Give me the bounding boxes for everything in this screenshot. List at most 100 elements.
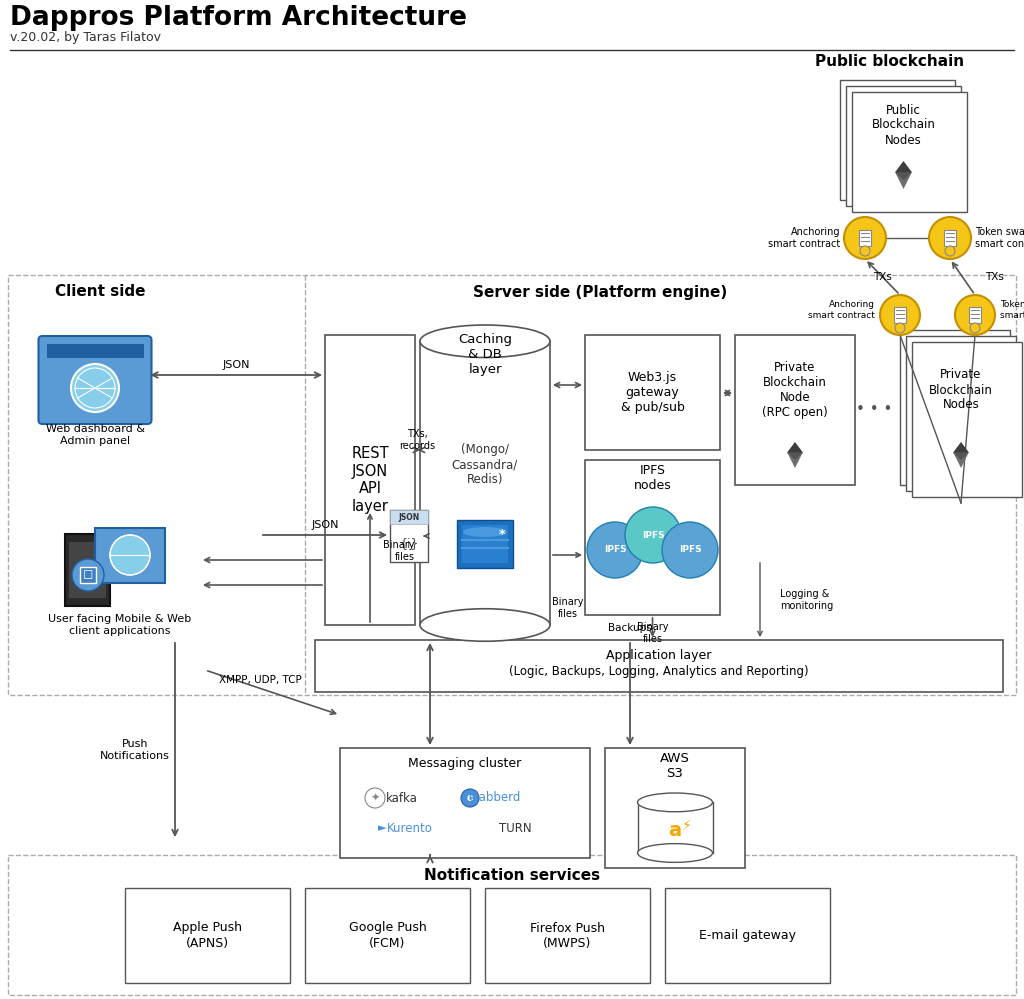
Text: Web3.js
gateway
& pub/sub: Web3.js gateway & pub/sub [621, 371, 684, 414]
Text: Apple Push
(APNS): Apple Push (APNS) [173, 921, 242, 949]
Bar [840, 80, 955, 200]
Text: Client side: Client side [54, 285, 145, 300]
Bar [665, 888, 830, 983]
Ellipse shape [463, 527, 507, 537]
Bar [585, 335, 720, 450]
Text: Application layer: Application layer [606, 649, 712, 662]
Bar [485, 888, 650, 983]
Text: a: a [669, 820, 682, 839]
Bar [340, 748, 590, 858]
Text: v.20.02, by Taras Filatov: v.20.02, by Taras Filatov [10, 32, 161, 45]
Bar [735, 335, 855, 485]
Text: Token swap
smart contract: Token swap smart contract [1000, 301, 1024, 320]
Bar [125, 888, 290, 983]
Text: *: * [499, 528, 505, 541]
Circle shape [945, 246, 955, 256]
Bar [906, 336, 1016, 491]
Polygon shape [895, 172, 912, 181]
Text: Public
Blockchain
Nodes: Public Blockchain Nodes [871, 104, 936, 147]
Bar [457, 520, 513, 568]
Text: Binary
files: Binary files [384, 540, 415, 561]
Text: Dappros Platform Architecture: Dappros Platform Architecture [10, 5, 467, 31]
Bar [420, 342, 550, 625]
Polygon shape [787, 442, 803, 461]
Text: • • •: • • • [856, 403, 892, 418]
Bar [69, 542, 106, 598]
Circle shape [880, 295, 920, 335]
Bar [894, 307, 906, 323]
Polygon shape [953, 453, 969, 468]
Text: IPFS: IPFS [604, 545, 627, 554]
Polygon shape [895, 161, 912, 181]
Text: TXs: TXs [873, 272, 892, 282]
Text: (Mongo/
Cassandra/
Redis): (Mongo/ Cassandra/ Redis) [452, 444, 518, 487]
Text: Logging &
monitoring: Logging & monitoring [780, 589, 834, 610]
Text: User facing Mobile & Web
client applications: User facing Mobile & Web client applicat… [48, 614, 191, 635]
Text: {i}: {i} [399, 537, 419, 550]
Text: ◻: ◻ [83, 568, 93, 581]
Bar [852, 92, 967, 212]
Bar [95, 528, 165, 583]
Bar [944, 230, 956, 246]
Circle shape [587, 522, 643, 578]
Circle shape [955, 295, 995, 335]
Text: REST
JSON
API
layer: REST JSON API layer [351, 447, 389, 513]
Text: Binary
files: Binary files [552, 597, 584, 618]
Bar [969, 307, 981, 323]
Bar [325, 335, 415, 625]
Ellipse shape [638, 793, 713, 812]
Text: Public blockchain: Public blockchain [815, 55, 965, 70]
Circle shape [662, 522, 718, 578]
Circle shape [461, 789, 479, 807]
Polygon shape [787, 453, 803, 468]
Text: Google Push
(FCM): Google Push (FCM) [348, 921, 426, 949]
Circle shape [895, 323, 905, 333]
Circle shape [929, 217, 971, 259]
Polygon shape [953, 453, 969, 461]
Text: (Logic, Backups, Logging, Analytics and Reporting): (Logic, Backups, Logging, Analytics and … [509, 665, 809, 678]
Text: Firefox Push
(MWPS): Firefox Push (MWPS) [530, 921, 605, 949]
Circle shape [844, 217, 886, 259]
Text: Kurento: Kurento [387, 821, 433, 834]
Bar [859, 230, 871, 246]
Text: Push
Notifications: Push Notifications [100, 739, 170, 761]
Bar [65, 534, 110, 606]
Text: Anchoring
smart contract: Anchoring smart contract [808, 301, 874, 320]
Text: Messaging cluster: Messaging cluster [409, 757, 521, 770]
Text: JSON: JSON [222, 360, 250, 370]
Text: Web dashboard &
Admin panel: Web dashboard & Admin panel [45, 425, 144, 446]
Text: IPFS: IPFS [642, 530, 665, 539]
Text: IPFS
nodes: IPFS nodes [634, 464, 672, 492]
Circle shape [71, 364, 119, 412]
Text: ejabberd: ejabberd [469, 791, 521, 804]
Bar [315, 640, 1002, 692]
Text: TXs: TXs [985, 272, 1004, 282]
Text: ►: ► [378, 823, 386, 833]
Text: Token swap
smart contract: Token swap smart contract [975, 227, 1024, 249]
Text: JSON: JSON [311, 520, 339, 530]
Text: TURN: TURN [499, 821, 531, 834]
Bar [46, 344, 143, 358]
Bar [638, 802, 713, 853]
Bar [605, 748, 745, 868]
Text: Server side (Platform engine): Server side (Platform engine) [473, 285, 727, 300]
Text: Private
Blockchain
Nodes: Private Blockchain Nodes [929, 369, 993, 412]
Circle shape [72, 559, 104, 591]
Text: IPFS: IPFS [679, 545, 701, 554]
Bar [305, 888, 470, 983]
Text: Private
Blockchain
Node
(RPC open): Private Blockchain Node (RPC open) [762, 361, 827, 419]
Ellipse shape [420, 608, 550, 641]
Circle shape [860, 246, 870, 256]
Bar [900, 330, 1010, 485]
Bar [390, 510, 428, 562]
Bar [462, 525, 508, 563]
Text: JSON: JSON [398, 512, 420, 521]
Text: Backups: Backups [608, 623, 652, 633]
Text: Notification services: Notification services [424, 867, 600, 882]
Text: e: e [467, 793, 473, 803]
Bar [390, 510, 428, 524]
Circle shape [110, 535, 150, 575]
Text: Binary
files: Binary files [637, 622, 669, 643]
Text: ✦: ✦ [371, 793, 380, 803]
Text: XMPP, UDP, TCP: XMPP, UDP, TCP [219, 675, 301, 685]
